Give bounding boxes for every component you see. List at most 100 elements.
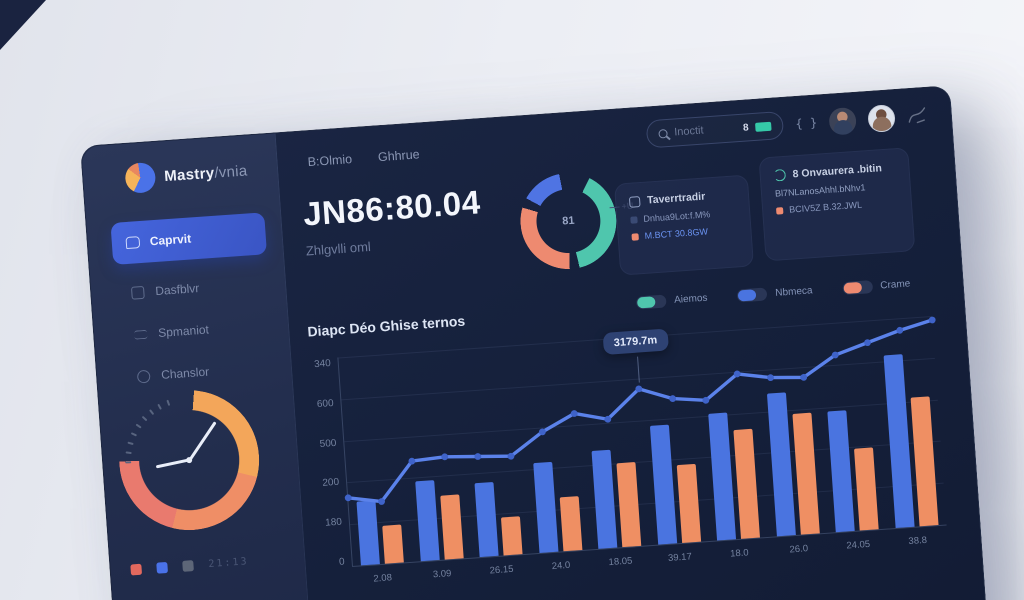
line-point[interactable] (539, 428, 546, 436)
brand-suffix: /vnia (213, 161, 249, 182)
search-input[interactable] (673, 122, 737, 139)
search-badge (755, 121, 772, 132)
line-point[interactable] (767, 374, 774, 382)
y-tick: 500 (319, 437, 337, 450)
line-point[interactable] (702, 396, 710, 404)
chart-legend: Aiemos Nbmeca Crame (635, 277, 911, 310)
logo-icon (124, 161, 157, 194)
grid-icon (130, 285, 145, 300)
main-area: B:Olmio Ghhrue 8 { } JN86:80.04 Zhlgvlli… (276, 86, 994, 600)
kpi-subtitle: Zhlgvlli oml (305, 238, 372, 259)
line-point[interactable] (800, 373, 808, 381)
x-tick: 26.15 (489, 563, 514, 577)
trend-line-svg (344, 316, 936, 505)
legend-label: Crame (879, 278, 911, 292)
sidebar-item-1[interactable]: Dasfblvr (130, 281, 200, 300)
line-point[interactable] (928, 316, 936, 324)
avatar[interactable] (867, 103, 896, 133)
line-point[interactable] (831, 351, 839, 359)
line-point[interactable] (733, 370, 741, 378)
legend-item-2[interactable]: Crame (841, 277, 911, 296)
line-point[interactable] (441, 453, 449, 461)
search-box[interactable]: 8 (645, 110, 785, 149)
donut-center-value: 81 (561, 214, 575, 228)
legend-square-gray[interactable] (182, 560, 194, 572)
row-marker (775, 206, 784, 215)
line-point[interactable] (604, 415, 612, 423)
y-tick: 200 (322, 477, 340, 490)
chart-title: Diapc Déo Ghise ternos (306, 312, 466, 340)
row-text: Bl7NLanosAhhl.bNhv1 (774, 182, 866, 199)
card-row: Bl7NLanosAhhl.bNhv1 (775, 180, 897, 198)
tab-0[interactable]: B:Olmio (307, 152, 353, 170)
kpi-value: JN86:80.04 (302, 183, 482, 233)
stat-card-2[interactable]: 8 Onvaurera .bitin Bl7NLanosAhhl.bNhv1 B… (758, 147, 916, 262)
legend-toggle[interactable] (736, 287, 768, 303)
sidebar-item-label: Dasfblvr (154, 281, 200, 299)
list-icon (133, 329, 148, 340)
y-tick: 340 (313, 358, 332, 371)
clipboard-icon (628, 195, 641, 208)
line-point[interactable] (378, 498, 385, 505)
circle-icon (136, 369, 151, 384)
y-tick: 180 (324, 516, 343, 529)
donut-chart[interactable]: 81 +U (517, 169, 634, 273)
legend-toggle[interactable] (841, 280, 873, 296)
stat-card-1[interactable]: Taverrtradir Dnhua9Lot:f.M% M.BCT 30.8GW (613, 174, 755, 276)
sync-icon (773, 168, 787, 182)
line-point[interactable] (635, 385, 643, 393)
line-point[interactable] (896, 326, 904, 334)
gauge-tick (125, 461, 132, 464)
sidebar-item-3[interactable]: Chanslor (136, 364, 210, 384)
x-tick: 26.0 (789, 543, 809, 556)
topbar: 8 { } (645, 101, 928, 149)
x-tick: 2.08 (373, 572, 393, 585)
line-point[interactable] (408, 457, 416, 465)
legend-toggle-knob (843, 281, 862, 295)
card-title: 8 Onvaurera .bitin (792, 162, 883, 181)
card-title: Taverrtradir (646, 190, 706, 207)
card-row: BCIV5Z B.32.JWL (775, 197, 898, 215)
pen-scribble-icon[interactable] (906, 105, 927, 126)
logo[interactable]: Mastry/vnia (124, 155, 249, 194)
legend-note: 21:13 (208, 556, 249, 571)
legend-item-1[interactable]: Nbmeca (736, 284, 813, 303)
x-tick: 38.8 (908, 534, 928, 548)
y-tick: 600 (316, 397, 334, 410)
code-braces-icon[interactable]: { } (795, 115, 818, 132)
sidebar-item-label: Caprvit (149, 231, 192, 249)
x-tick: 18.0 (729, 547, 750, 560)
legend-label: Nbmeca (774, 285, 813, 299)
legend-square-red[interactable] (130, 563, 143, 576)
legend-toggle-knob (738, 289, 757, 302)
y-tick: 0 (338, 556, 346, 568)
x-tick: 3.09 (432, 568, 452, 581)
tab-1[interactable]: Ghhrue (377, 147, 421, 165)
line-point[interactable] (507, 452, 515, 460)
legend-item-0[interactable]: Aiemos (635, 292, 708, 310)
page-corner-decor (0, 0, 46, 50)
legend-square-blue[interactable] (156, 561, 168, 574)
x-tick: 39.17 (667, 551, 693, 564)
x-tick: 24.0 (551, 559, 571, 573)
line-point[interactable] (570, 410, 578, 417)
sidebar-legend: 21:13 (130, 556, 249, 576)
search-badge-count: 8 (742, 121, 750, 134)
card-row: M.BCT 30.8GW (631, 224, 737, 241)
row-marker (631, 232, 639, 241)
sidebar-item-active[interactable]: Caprvit (110, 212, 268, 265)
line-point[interactable] (864, 339, 871, 347)
tab-bar: B:Olmio Ghhrue (307, 147, 420, 169)
line-point[interactable] (344, 494, 352, 502)
chart-tooltip: 3179.7m (602, 328, 669, 356)
line-point[interactable] (669, 395, 677, 402)
sidebar-item-label: Chanslor (160, 364, 210, 382)
legend-toggle-knob (636, 296, 656, 309)
row-marker (630, 215, 638, 224)
line-point[interactable] (474, 453, 482, 460)
legend-toggle[interactable] (635, 294, 667, 310)
card-row: Dnhua9Lot:f.M% (630, 207, 736, 224)
row-text: Dnhua9Lot:f.M% (643, 209, 711, 224)
sidebar-item-2[interactable]: Spmaniot (133, 322, 209, 341)
avatar[interactable] (828, 106, 858, 136)
